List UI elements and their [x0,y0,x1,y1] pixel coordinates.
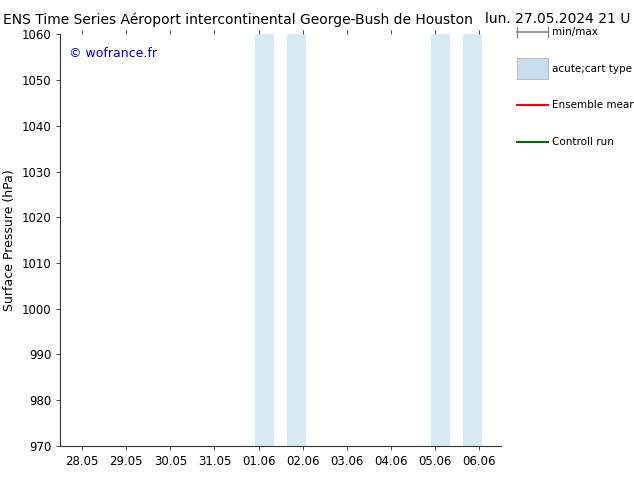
Text: min/max: min/max [552,27,597,37]
Bar [255,34,274,446]
Text: © wofrance.fr: © wofrance.fr [69,47,157,60]
Bar [287,34,306,446]
Y-axis label: Surface Pressure (hPa): Surface Pressure (hPa) [3,169,16,311]
Bar [463,34,482,446]
Text: lun. 27.05.2024 21 U: lun. 27.05.2024 21 U [486,12,631,26]
Text: Controll run: Controll run [552,137,614,147]
Bar [431,34,450,446]
Text: ENS Time Series Aéroport intercontinental George-Bush de Houston: ENS Time Series Aéroport intercontinenta… [3,12,473,27]
Text: Ensemble mean run: Ensemble mean run [552,100,634,110]
Text: acute;cart type: acute;cart type [552,64,631,74]
